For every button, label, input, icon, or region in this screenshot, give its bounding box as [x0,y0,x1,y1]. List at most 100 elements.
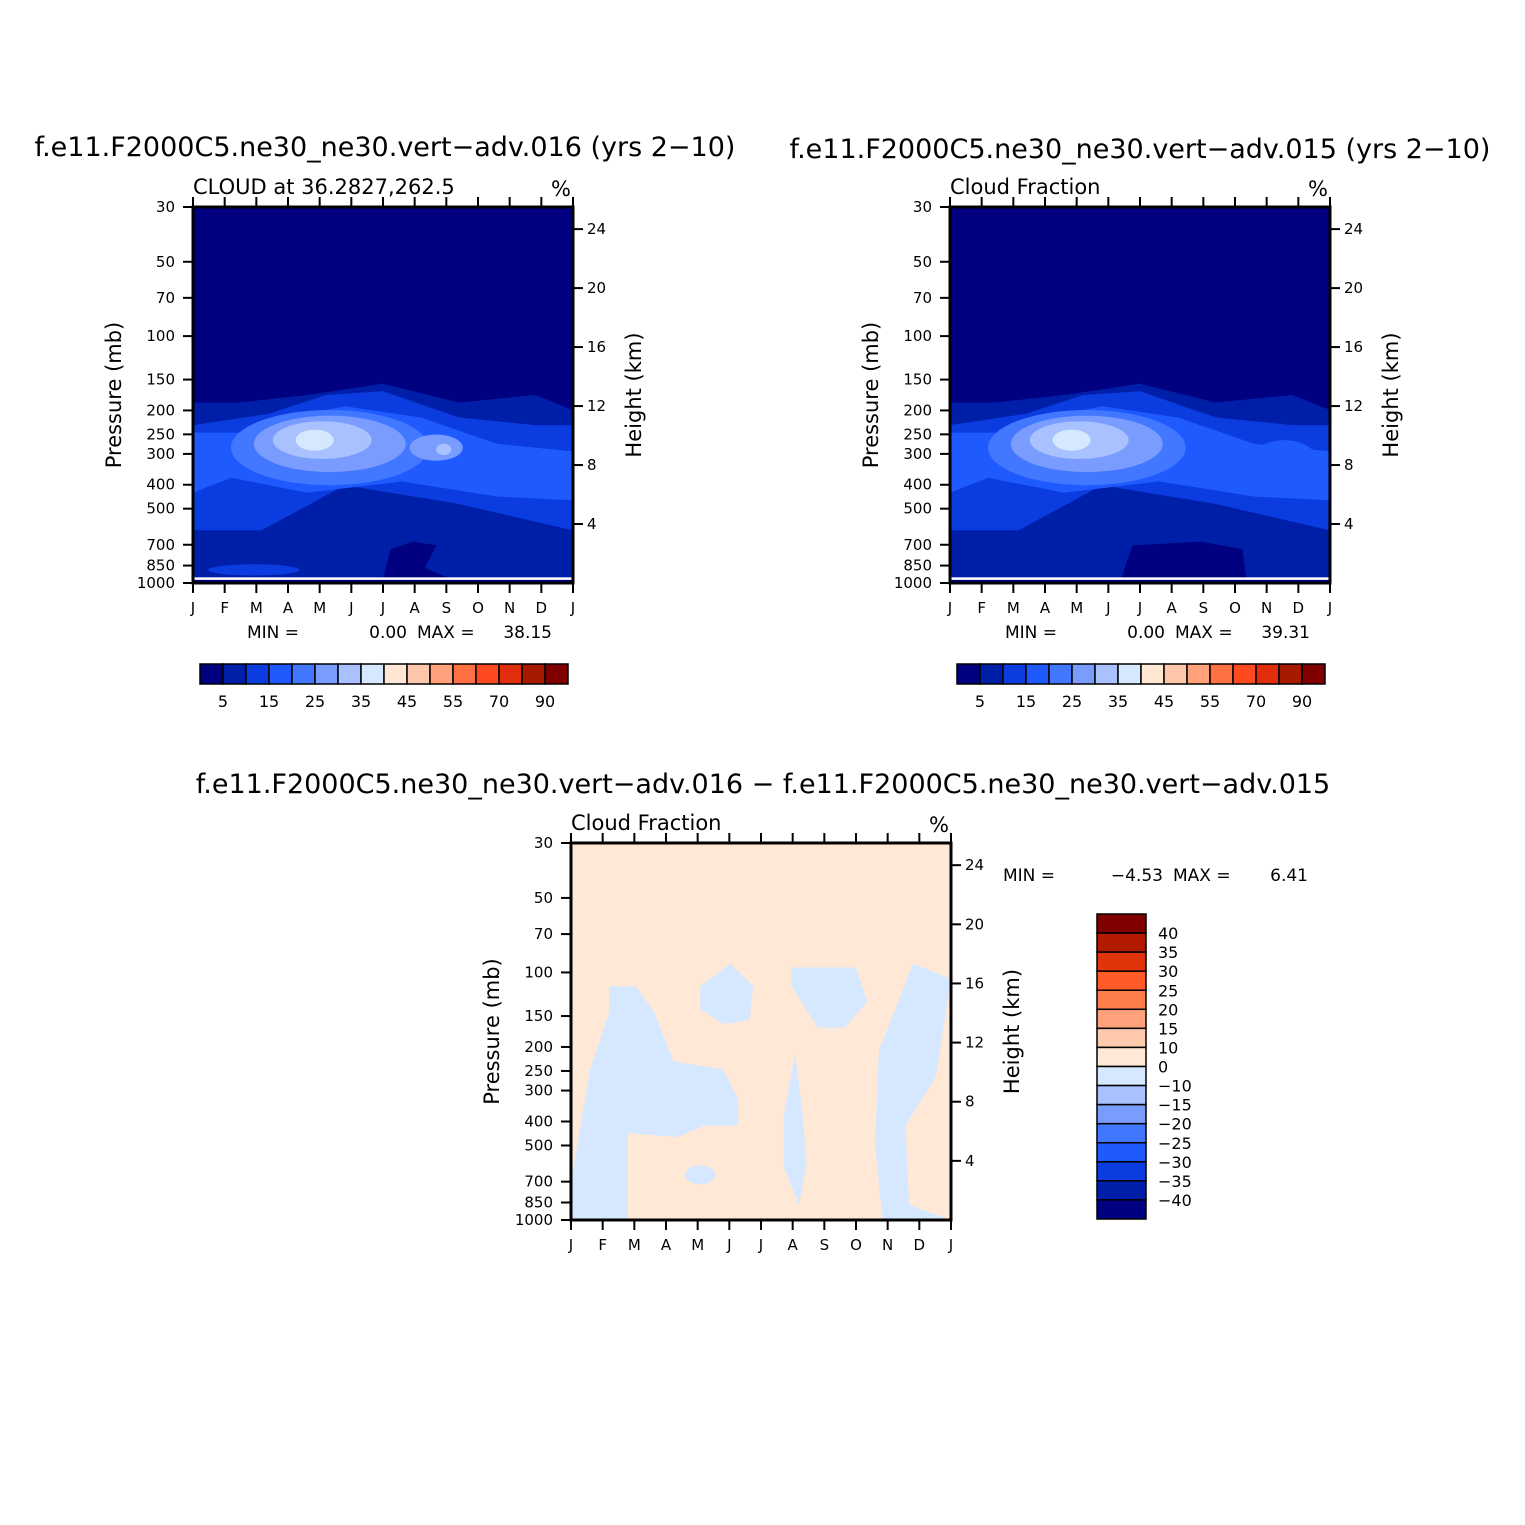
x-tick-label: S [820,1236,830,1254]
colorbar-swatch [1096,1161,1147,1182]
max-label: MAX = [417,623,475,643]
colorbar-swatch [1140,663,1165,685]
colorbar-label: 35 [1108,692,1128,711]
colorbar-swatch [1096,1065,1147,1087]
colorbar-label: 5 [218,692,228,711]
y-right-tick-label: 12 [965,1034,984,1052]
x-tick-label: M [1070,599,1083,617]
colorbar-swatch [360,663,385,685]
colorbar-swatch [1163,663,1188,685]
colorbar-label: −20 [1158,1115,1192,1134]
surface-line [193,577,573,580]
colorbar-swatch [1096,970,1147,991]
colorbar-swatch [979,663,1004,685]
y-right-tick-label: 24 [1344,220,1363,238]
axes-2: J F M A M J J A S O N D J305070100150200250300400500… [196,769,1331,1254]
colorbar-swatch [1096,913,1147,934]
colorbar-swatch [429,663,454,685]
x-tick-label: F [977,599,986,617]
y-tick-label: 700 [524,1173,553,1191]
colorbar-swatch [337,663,362,685]
colorbar-swatch [291,663,316,685]
colorbar-swatch [1094,663,1119,685]
contour-field [950,207,1330,583]
y-tick-label: 200 [524,1038,553,1056]
colorbar-label: 25 [1158,981,1178,1000]
y-tick-label: 50 [913,253,932,271]
x-tick-label: J [1105,599,1110,617]
y-tick-label: 300 [146,445,175,463]
axes-0: J F M A M J J A S O N D J 30 50 70 100 150 200 250 300 400 500… [35,132,736,617]
y-tick-label: 250 [903,425,932,443]
colorbar-swatch [314,663,339,685]
colorbar-swatch [1048,663,1073,685]
colorbar-swatch [1117,663,1142,685]
y-right-tick-label: 24 [965,856,984,874]
x-tick-label: J [380,599,385,617]
colorbar-label: 0 [1158,1058,1168,1077]
y-tick-label: 500 [903,500,932,518]
x-tick-label: J [570,599,575,617]
colorbar-swatch [1096,932,1147,953]
x-tick-label: A [788,1236,799,1254]
colorbar-label: 25 [305,692,325,711]
y-tick-label: 1000 [137,574,175,592]
colorbar-swatch [1232,663,1257,685]
y-right-tick-label: 12 [587,397,606,415]
max-value: 6.41 [1270,866,1308,886]
x-tick-label: J [948,1236,953,1254]
x-tick-label: M [628,1236,641,1254]
colorbar-label: −30 [1158,1153,1192,1172]
colorbar-label: 55 [1200,692,1220,711]
min-max-stats: MIN = 0.00 MAX = 38.15 [247,623,552,643]
colorbar-swatch [1255,663,1280,685]
x-tick-label: J [190,599,195,617]
max-value: 39.31 [1261,623,1310,643]
y-tick-label: 1000 [515,1211,553,1229]
y-tick-label: 500 [524,1136,553,1154]
x-tick-label: M [1007,599,1020,617]
colorbar-swatch [452,663,477,685]
colorbar-swatch [1096,989,1147,1011]
x-tick-label: F [598,1236,607,1254]
max-value: 38.15 [503,623,552,643]
y-tick-label: 250 [524,1062,553,1080]
x-tick-label: J [568,1236,573,1254]
colorbar-swatch [1096,1122,1147,1144]
x-tick-label: O [850,1236,862,1254]
panel-left-subtitle: Cloud Fraction [571,811,722,835]
colorbar-label: 15 [1158,1019,1178,1038]
x-tick-label: A [1040,599,1051,617]
colorbar-label: 35 [351,692,371,711]
min-label: MIN = [1005,623,1057,643]
y-right-tick-label: 8 [1344,456,1354,474]
y-tick-label: 700 [903,536,932,554]
y-tick-label: 700 [146,536,175,554]
colorbar-label: 90 [1292,692,1312,711]
contour-field [571,843,951,1220]
colorbar-swatch [406,663,431,685]
x-tick-label: A [283,599,294,617]
colorbar-swatch [1071,663,1096,685]
colorbar-swatch [1096,1027,1147,1049]
y-tick-label: 300 [903,445,932,463]
x-tick-label: F [220,599,229,617]
y-tick-label: 400 [903,476,932,494]
colorbar-label: 25 [1062,692,1082,711]
panel-title: f.e11.F2000C5.ne30_ne30.vert−adv.016 − f… [196,769,1331,800]
y-tick-label: 100 [903,327,932,345]
x-tick-label: A [661,1236,672,1254]
contour-band-2b [208,564,300,576]
colorbar-label: −25 [1158,1134,1192,1153]
contour-band-5b [409,434,463,461]
y-right-axis-label: Height (km) [622,332,646,457]
colorbar-swatch [521,663,546,685]
x-tick-label: J [348,599,353,617]
panel-units: % [551,177,571,201]
colorbar-label: 15 [1016,692,1036,711]
colorbar-swatch [1096,1103,1147,1125]
y-right-axis-label: Height (km) [1000,969,1024,1094]
colorbar-swatch [1096,1008,1147,1030]
y-tick-label: 150 [524,1007,553,1025]
